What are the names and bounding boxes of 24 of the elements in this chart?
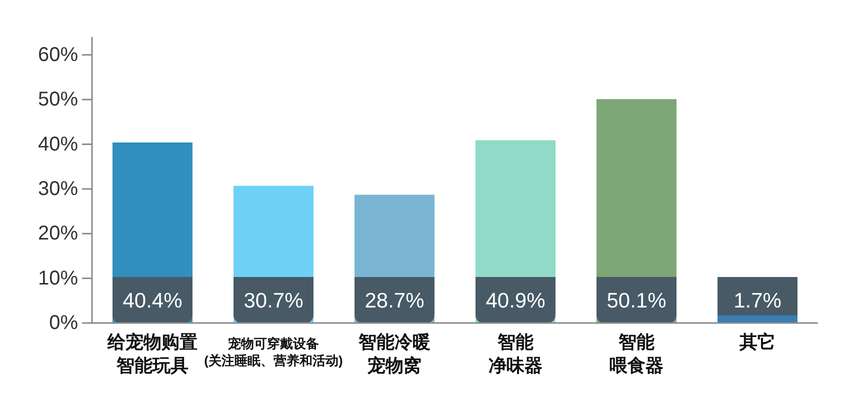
data-label: 50.1% [606,290,666,312]
y-tick-label: 0% [49,312,78,334]
data-label: 28.7% [354,277,434,323]
x-tick-label: 宠物可穿戴设备(关注睡眠、营养和活动) [204,336,343,368]
x-tick-label: 智能净味器 [488,332,542,376]
data-label: 30.7% [244,290,304,312]
y-tick-label: 10% [38,267,78,290]
x-tick-label: 给宠物购置智能玩具 [108,332,198,376]
y-tick-label: 40% [38,133,78,156]
data-label: 50.1% [596,277,676,323]
x-tick-label: 其它 [740,332,776,352]
data-label: 28.7% [364,290,424,312]
y-tick-label: 20% [38,222,78,245]
x-tick-label: 智能喂食器 [610,332,664,376]
data-label: 1.7% [734,290,782,312]
data-label: 30.7% [234,277,314,323]
data-label: 40.4% [122,290,182,312]
y-tick-label: 50% [38,88,78,111]
data-label: 40.4% [112,277,192,323]
y-tick-label: 30% [38,178,78,200]
x-tick-label: 智能冷暖宠物窝 [358,332,430,376]
data-label: 40.9% [476,277,556,323]
data-label: 40.9% [486,290,546,312]
y-tick-label: 60% [38,44,78,66]
